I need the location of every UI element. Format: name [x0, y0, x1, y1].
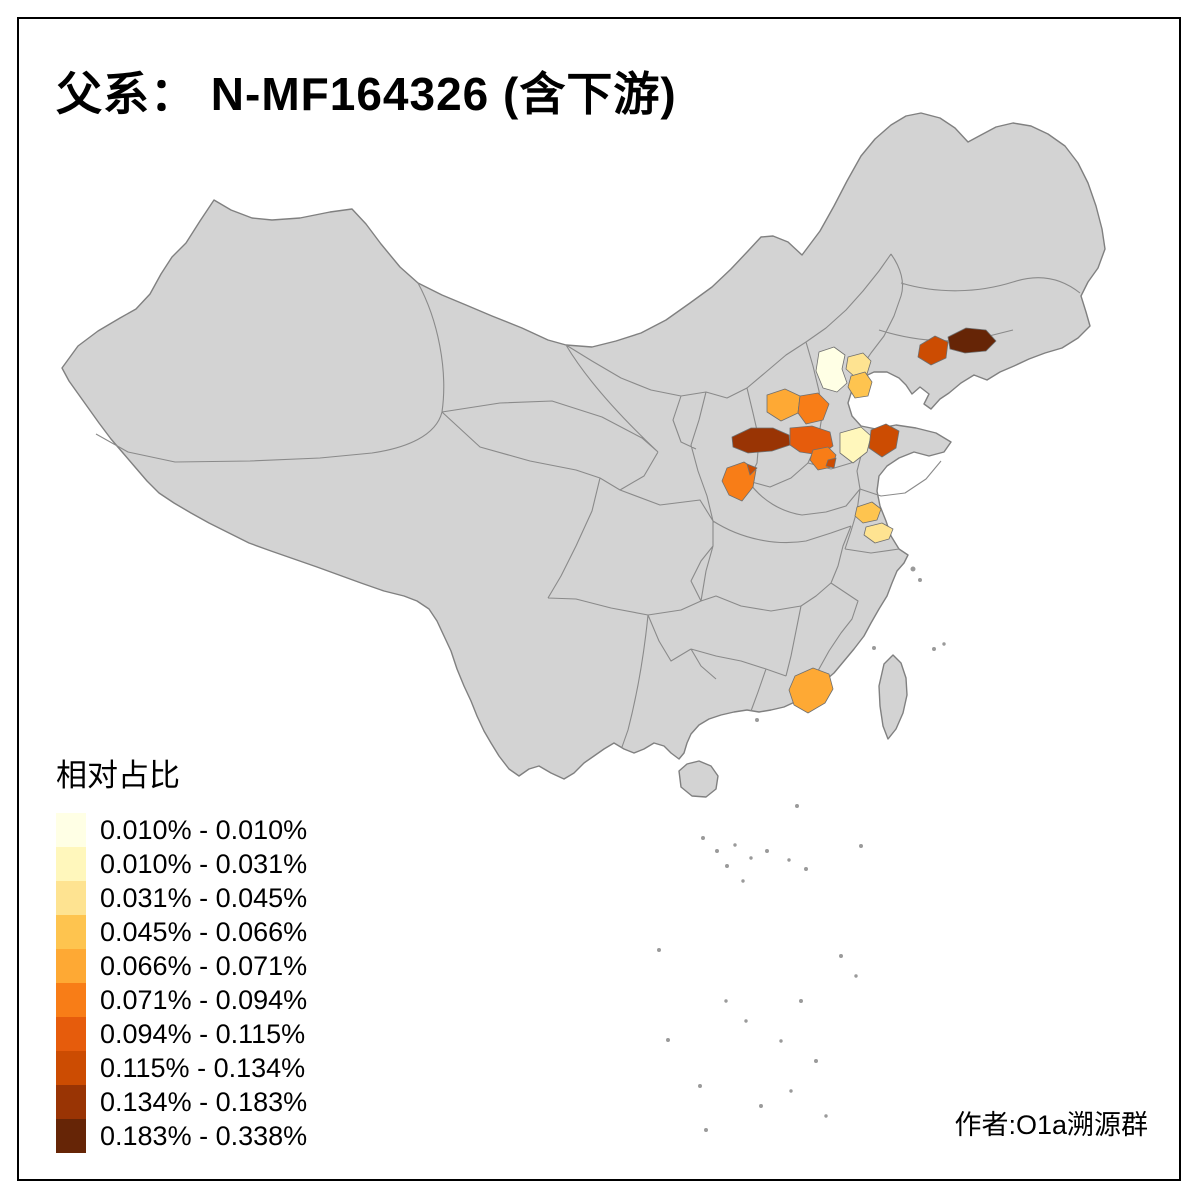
hainan-island: [678, 760, 719, 798]
legend-label: 0.134% - 0.183%: [100, 1086, 308, 1117]
legend-label: 0.071% - 0.094%: [100, 984, 308, 1015]
choropleth-region: [825, 457, 837, 469]
choropleth-region: [845, 352, 872, 378]
legend-item: 0.115% - 0.134%: [56, 1051, 307, 1085]
province-borders: [95, 253, 1081, 748]
attribution: 作者:O1a溯源群: [954, 1110, 1148, 1140]
legend-label: 0.066% - 0.071%: [100, 950, 308, 981]
legend-item: 0.010% - 0.010%: [56, 813, 307, 847]
legend-item: 0.134% - 0.183%: [56, 1085, 307, 1119]
choropleth-region: [947, 327, 997, 354]
legend-item: 0.045% - 0.066%: [56, 915, 307, 949]
legend-swatch: [56, 1085, 86, 1119]
taiwan-island: [878, 654, 908, 740]
legend-label: 0.031% - 0.045%: [100, 882, 308, 913]
legend-label: 0.045% - 0.066%: [100, 916, 308, 947]
legend-item: 0.183% - 0.338%: [56, 1119, 307, 1153]
choropleth-region: [839, 426, 872, 464]
legend-label: 0.010% - 0.010%: [100, 814, 308, 845]
legend-swatch: [56, 1051, 86, 1085]
legend-swatch: [56, 983, 86, 1017]
legend-label: 0.094% - 0.115%: [100, 1018, 306, 1049]
choropleth-region: [863, 522, 894, 544]
legend-swatch: [56, 813, 86, 847]
choropleth-region: [868, 423, 900, 458]
legend-swatch: [56, 1017, 86, 1051]
legend-label: 0.010% - 0.031%: [100, 848, 308, 879]
legend-item: 0.031% - 0.045%: [56, 881, 307, 915]
legend-item: 0.094% - 0.115%: [56, 1017, 307, 1051]
legend-item: 0.010% - 0.031%: [56, 847, 307, 881]
coastal-islands: [755, 566, 946, 808]
legend-label: 0.183% - 0.338%: [100, 1120, 308, 1151]
legend-swatch: [56, 949, 86, 983]
legend-rows: 0.010% - 0.010% 0.010% - 0.031% 0.031% -…: [56, 813, 307, 1153]
legend-item: 0.071% - 0.094%: [56, 983, 307, 1017]
legend: 相对占比 0.010% - 0.010% 0.010% - 0.031% 0.0…: [56, 750, 307, 1153]
choropleth-region: [746, 463, 758, 476]
map-title: 父系： N-MF164326 (含下游): [56, 68, 677, 120]
choropleth-region: [854, 501, 882, 524]
legend-label: 0.115% - 0.134%: [100, 1052, 306, 1083]
south-china-sea-islands: [657, 836, 863, 1132]
choropleth-region: [847, 371, 873, 399]
legend-swatch: [56, 1119, 86, 1153]
mainland-outline: [61, 112, 1106, 780]
legend-title: 相对占比: [56, 758, 180, 793]
choropleth-region: [797, 392, 830, 425]
legend-swatch: [56, 881, 86, 915]
legend-swatch: [56, 847, 86, 881]
choropleth-region: [917, 335, 949, 366]
choropleth-region: [788, 667, 834, 714]
legend-swatch: [56, 915, 86, 949]
choropleth-region: [815, 346, 848, 393]
legend-item: 0.066% - 0.071%: [56, 949, 307, 983]
choropleth-region: [721, 461, 757, 502]
